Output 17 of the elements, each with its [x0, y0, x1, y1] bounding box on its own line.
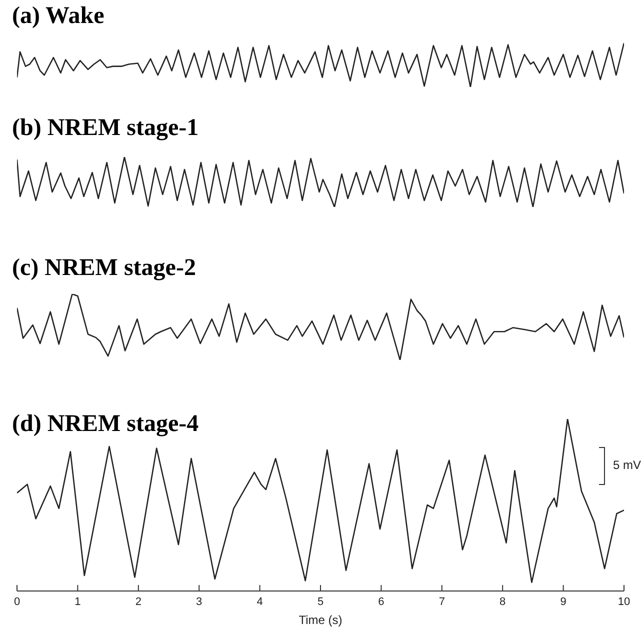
x-tick-label: 6 [378, 596, 384, 608]
x-tick-label: 0 [14, 596, 20, 608]
x-tick-label: 9 [560, 596, 566, 608]
x-tick-label: 7 [438, 596, 445, 608]
annotation: 5 mV [613, 458, 642, 472]
chart-title: (c) NREM stage-2 [12, 254, 196, 282]
chart-title: (b) NREM stage-1 [12, 114, 199, 142]
x-tick-label: 2 [135, 596, 142, 608]
x-tick-label: 3 [196, 596, 202, 608]
x-tick-label: 1 [74, 596, 81, 608]
x-tick-label: 5 [317, 596, 324, 608]
chart-title: (a) Wake [12, 2, 104, 30]
chart-title: (d) NREM stage-4 [12, 410, 199, 438]
x-tick-label: 10 [618, 596, 630, 608]
x-tick-label: 8 [500, 596, 506, 608]
x-axis-title: Time (s) [298, 613, 342, 627]
x-tick-label: 4 [256, 596, 263, 608]
